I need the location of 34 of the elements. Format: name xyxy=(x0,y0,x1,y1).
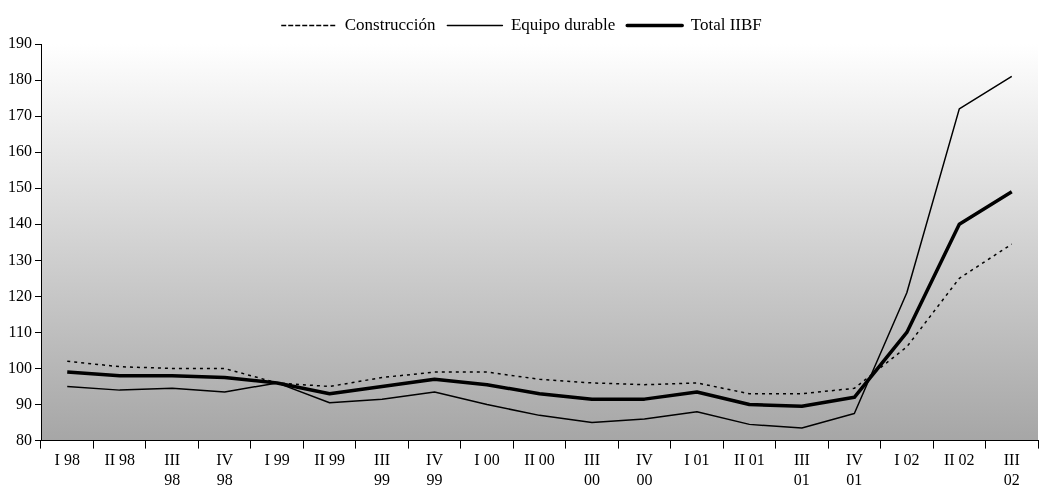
x-tick-label: III 00 xyxy=(583,451,600,488)
y-tick-label: 120 xyxy=(8,286,32,304)
legend-label: Construcción xyxy=(344,14,436,34)
y-tick-label: 130 xyxy=(8,250,32,268)
x-tick-label: I 98 xyxy=(54,451,80,469)
y-tick-label: 80 xyxy=(16,430,32,448)
x-tick-label: I 99 xyxy=(264,451,290,469)
legend-label: Total IIBF xyxy=(690,14,762,34)
legend-label: Equipo durable xyxy=(510,14,616,34)
x-tick-label: II 01 xyxy=(734,451,765,469)
x-tick-label: IV 01 xyxy=(845,451,864,488)
x-tick-label: IV 98 xyxy=(216,451,234,488)
x-tick-label: IV 00 xyxy=(636,451,654,488)
x-tick-label: I 02 xyxy=(894,451,920,469)
x-tick-label: III 99 xyxy=(374,451,391,488)
x-tick-label: II 99 xyxy=(314,451,345,469)
y-tick-label: 90 xyxy=(16,394,32,412)
x-tick-label: III 02 xyxy=(1003,451,1020,488)
x-tick-label: II 02 xyxy=(943,451,975,469)
x-tick-label: IV 99 xyxy=(426,451,444,488)
x-tick-label: I 01 xyxy=(684,451,710,469)
y-tick-label: 190 xyxy=(8,34,32,52)
x-tick-label: III 98 xyxy=(164,451,181,488)
y-tick-label: 110 xyxy=(8,322,32,340)
y-tick-label: 140 xyxy=(8,214,32,232)
y-tick-label: 100 xyxy=(8,358,32,376)
y-tick-label: 180 xyxy=(8,70,32,88)
y-tick-label: 170 xyxy=(8,106,32,124)
x-tick-label: II 00 xyxy=(524,451,555,469)
x-tick-label: II 98 xyxy=(104,451,136,469)
x-tick-label: III 01 xyxy=(793,451,810,488)
x-tick-label: I 00 xyxy=(474,451,500,469)
y-tick-label: 150 xyxy=(8,178,32,196)
y-tick-label: 160 xyxy=(8,142,32,160)
